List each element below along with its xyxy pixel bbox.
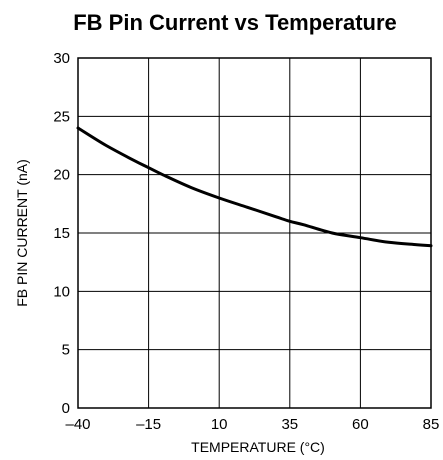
x-tick-labels: –40 –15 10 35 60 85 <box>65 416 439 433</box>
y-tick-label: 5 <box>62 342 70 359</box>
x-tick-label: –40 <box>65 416 90 433</box>
x-tick-label: –15 <box>136 416 161 433</box>
y-tick-label: 25 <box>53 108 70 125</box>
plot-frame <box>77 57 432 409</box>
y-tick-label: 0 <box>62 400 70 417</box>
x-tick-label: 10 <box>211 416 228 433</box>
series-line <box>76 126 433 248</box>
x-tick-label: 85 <box>423 416 440 433</box>
y-tick-labels: 0 5 10 15 20 25 30 <box>53 50 70 417</box>
chart-title: FB Pin Current vs Temperature <box>73 10 397 35</box>
y-tick-label: 10 <box>53 283 70 300</box>
grid <box>77 57 432 409</box>
x-axis-label: TEMPERATURE (°C) <box>191 439 325 455</box>
x-tick-label: 35 <box>281 416 298 433</box>
x-tick-label: 60 <box>352 416 369 433</box>
y-axis-label: FB PIN CURRENT (nA) <box>14 159 30 307</box>
y-tick-label: 15 <box>53 225 70 242</box>
y-tick-label: 30 <box>53 50 70 67</box>
y-tick-label: 20 <box>53 167 70 184</box>
